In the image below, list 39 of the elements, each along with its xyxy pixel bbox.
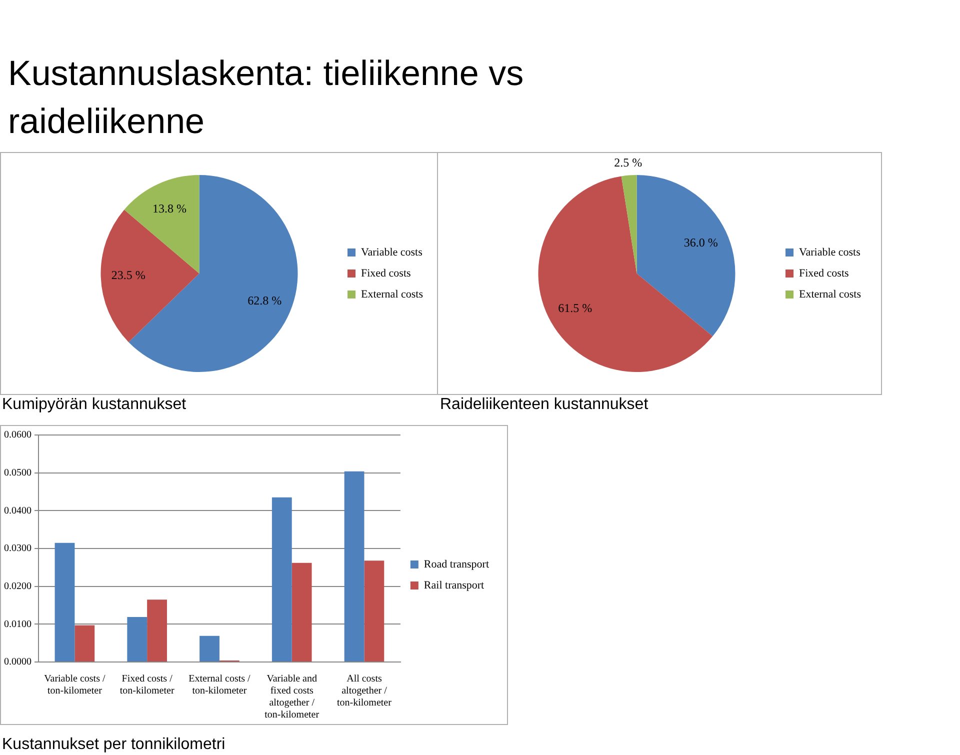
bar bbox=[200, 636, 220, 662]
x-tick-label: All costs altogether / ton-kilometer bbox=[337, 674, 392, 709]
data-label: 62.8 % bbox=[248, 293, 282, 308]
bar bbox=[74, 625, 95, 662]
y-tick-label: 0.0200 bbox=[4, 580, 32, 592]
y-tick-label: 0.0600 bbox=[4, 430, 32, 441]
legend-label: External costs bbox=[798, 288, 862, 300]
y-tick-label: 0.0100 bbox=[4, 618, 32, 630]
data-label: 23.5 % bbox=[111, 268, 146, 282]
bar bbox=[272, 497, 292, 662]
y-tick-label: 0.0500 bbox=[4, 467, 32, 478]
data-label: 61.5 % bbox=[558, 300, 592, 315]
x-tick-label: Variable and fixed costs altogether / ton-kilometer bbox=[264, 674, 320, 721]
bar bbox=[292, 562, 312, 662]
x-tick-label: External costs / ton-kilometer bbox=[188, 674, 251, 697]
y-tick-label: 0.0400 bbox=[4, 505, 32, 516]
text: Kustannukset per tonnikilometri bbox=[2, 736, 226, 754]
legend-label: Variable costs bbox=[798, 246, 860, 258]
bar bbox=[147, 600, 167, 662]
bar bbox=[364, 560, 384, 662]
data-label: 2.5 % bbox=[614, 156, 642, 170]
data-label: 36.0 % bbox=[684, 235, 718, 250]
bar bbox=[54, 542, 75, 662]
legend-label: External costs bbox=[360, 288, 424, 300]
bar bbox=[344, 471, 364, 662]
text: Raideliikenteen kustannukset bbox=[440, 396, 648, 414]
legend-label: Fixed costs bbox=[798, 267, 849, 280]
x-tick-label: Fixed costs / ton-kilometer bbox=[120, 674, 175, 697]
legend-label: Road transport bbox=[424, 558, 490, 570]
legend-label: Rail transport bbox=[424, 579, 484, 592]
x-tick-label: Variable costs / ton-kilometer bbox=[44, 674, 106, 697]
text: Kumipyörän kustannukset bbox=[2, 396, 186, 414]
bar bbox=[127, 616, 148, 662]
legend-label: Fixed costs bbox=[360, 267, 411, 280]
legend-label: Variable costs bbox=[360, 246, 422, 258]
data-label: 13.8 % bbox=[152, 201, 186, 216]
text: Kustannuslaskenta: tieliikenne vs raideliikenne bbox=[8, 53, 525, 143]
y-tick-label: 0.0300 bbox=[4, 543, 32, 554]
y-tick-label: 0.0000 bbox=[4, 656, 32, 668]
